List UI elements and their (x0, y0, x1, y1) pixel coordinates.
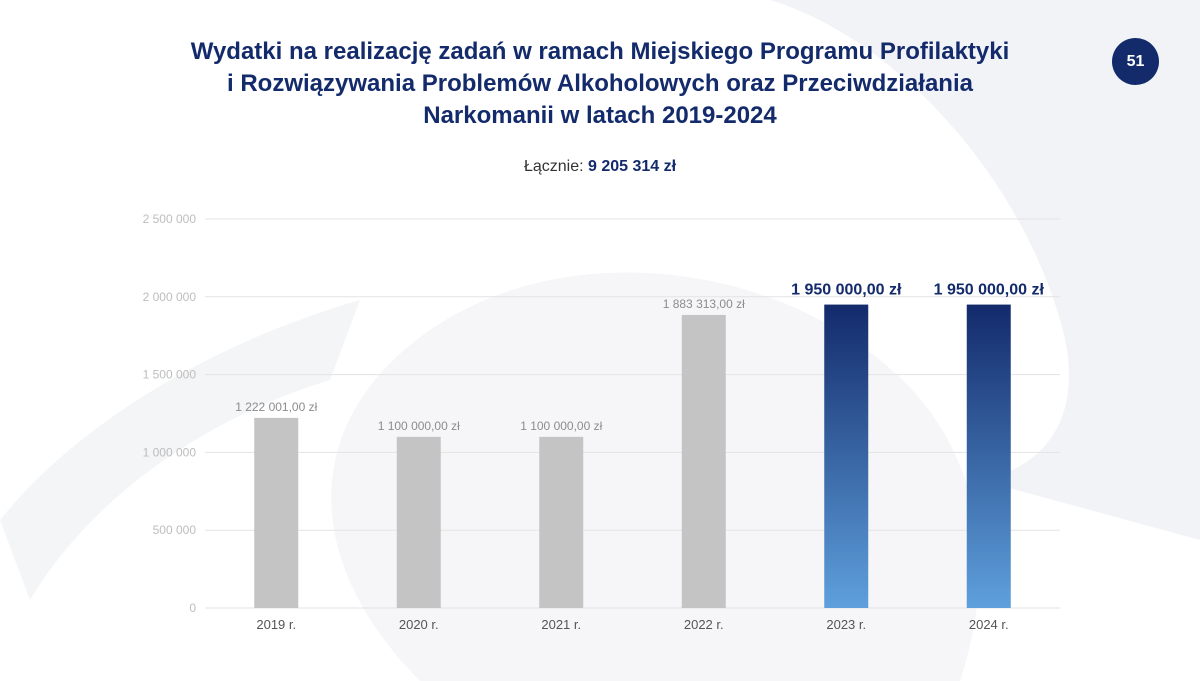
bar (396, 436, 441, 608)
title-line-1: Wydatki na realizację zadań w ramach Mie… (190, 38, 1010, 65)
chart-gridlines (205, 218, 1060, 609)
data-label: 1 100 000,00 zł (520, 419, 602, 433)
bar (539, 436, 584, 608)
y-tick-label: 1 500 000 (143, 368, 197, 382)
y-tick-label: 2 500 000 (143, 212, 197, 226)
x-axis-ticks: 2019 r. 2020 r. 2021 r. 2022 r. 2023 r. 2024 … (256, 617, 1008, 632)
y-tick-label: 500 000 (153, 523, 197, 537)
y-tick-label: 2 000 000 (143, 290, 197, 304)
title-line-2: i Rozwiązywania Problemów Alkoholowych o… (227, 70, 973, 97)
x-tick-label: 2021 r. (541, 617, 581, 632)
chart-data-labels: 1 222 001,00 zł 1 100 000,00 zł 1 100 000,… (235, 282, 1044, 433)
data-label: 1 222 001,00 zł (235, 400, 317, 414)
page-title: Wydatki na realizację zadań w ramach Mie… (150, 36, 1050, 132)
title-line-3: Narkomanii w latach 2019-2024 (423, 102, 777, 129)
x-tick-label: 2019 r. (256, 617, 296, 632)
y-tick-label: 0 (189, 601, 196, 615)
x-tick-label: 2024 r. (969, 617, 1009, 632)
x-tick-label: 2020 r. (399, 617, 439, 632)
data-label: 1 883 313,00 zł (663, 297, 745, 311)
x-tick-label: 2023 r. (826, 617, 866, 632)
total-summary: Łącznie: 9 205 314 zł (400, 158, 800, 176)
data-label: 1 950 000,00 zł (791, 282, 902, 299)
total-label: Łącznie: (523, 158, 584, 175)
bar (966, 304, 1011, 608)
page-number-badge: 51 (1112, 38, 1159, 85)
total-value: 9 205 314 zł (587, 158, 677, 175)
bar (254, 417, 299, 608)
x-tick-label: 2022 r. (684, 617, 724, 632)
data-label: 1 950 000,00 zł (934, 282, 1045, 299)
data-label: 1 100 000,00 zł (378, 419, 460, 433)
bar (681, 314, 726, 608)
y-tick-label: 1 000 000 (143, 445, 197, 459)
y-axis-ticks: 0 500 000 1 000 000 1 500 000 2 000 000 2 500… (143, 212, 197, 615)
bar (824, 304, 869, 608)
chart-bars (254, 304, 1011, 608)
